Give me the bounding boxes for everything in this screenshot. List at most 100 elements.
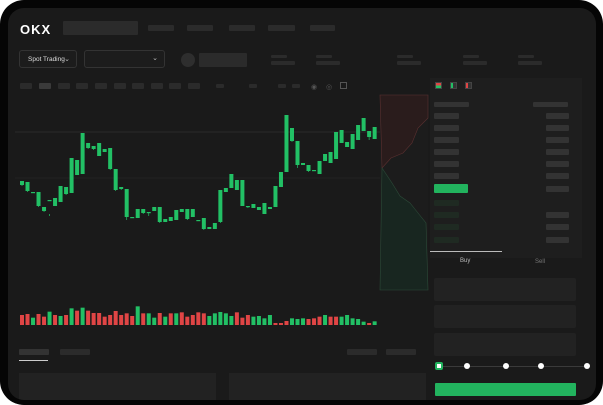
timeframe-button[interactable] xyxy=(58,83,70,89)
slider-stop-50[interactable] xyxy=(503,363,509,369)
timeframe-button[interactable] xyxy=(114,83,126,89)
candle-body xyxy=(229,174,234,188)
volume-bar xyxy=(284,321,289,325)
settings-icon[interactable]: ◎ xyxy=(326,84,333,91)
candle-body xyxy=(306,165,311,171)
candle-body xyxy=(179,209,184,212)
volume-bar xyxy=(119,315,124,325)
candle-body xyxy=(124,189,129,217)
drawing-tool-button[interactable] xyxy=(278,84,286,88)
candle-body xyxy=(201,218,206,229)
candle-body xyxy=(312,170,317,172)
timeframe-button[interactable] xyxy=(169,83,181,89)
candle-body xyxy=(234,180,239,190)
amount-slider[interactable] xyxy=(439,366,588,367)
buy-button[interactable] xyxy=(435,383,576,396)
candle-body xyxy=(174,210,179,220)
timeframe-button[interactable] xyxy=(39,83,51,89)
volume-bar xyxy=(196,312,201,325)
candle-body xyxy=(58,186,63,202)
timeframe-button[interactable] xyxy=(95,83,107,89)
nav-item[interactable] xyxy=(229,25,255,31)
bid-price xyxy=(434,237,459,243)
timeframe-button[interactable] xyxy=(132,83,144,89)
order-book-bids-icon[interactable] xyxy=(450,82,457,89)
volume-bar xyxy=(163,316,168,325)
slider-stop-75[interactable] xyxy=(538,363,544,369)
order-book-asks-icon[interactable] xyxy=(465,82,472,89)
candlestick-chart[interactable] xyxy=(8,8,596,400)
nav-item[interactable] xyxy=(268,25,295,31)
timeframe-button[interactable] xyxy=(76,83,88,89)
volume-bar xyxy=(256,316,261,325)
volume-bar xyxy=(146,313,151,325)
candle-body xyxy=(240,180,245,206)
candle-body xyxy=(152,207,157,211)
market-type-dropdown[interactable]: Spot Trading ⌄ xyxy=(19,50,77,68)
volume-bar xyxy=(86,310,91,325)
total-input[interactable] xyxy=(434,333,576,356)
volume-bar xyxy=(47,311,52,325)
filter-button[interactable] xyxy=(386,349,416,355)
nav-item[interactable] xyxy=(187,25,213,31)
fullscreen-icon[interactable] xyxy=(340,82,347,89)
okx-logo[interactable]: OKX xyxy=(20,22,52,37)
drawing-tool-button[interactable] xyxy=(249,84,257,88)
pair-dropdown[interactable]: ⌄ xyxy=(84,50,165,68)
candle-body xyxy=(367,131,372,137)
candle-body xyxy=(141,209,146,213)
app-screen: OKX Spot Trading ⌄ ⌄ ◉ ◎ Buy Sell xyxy=(8,8,596,400)
volume-bar xyxy=(218,312,223,325)
timeframe-button[interactable] xyxy=(151,83,163,89)
price-input[interactable] xyxy=(434,278,576,301)
volume-bar xyxy=(130,316,135,325)
price-display xyxy=(199,53,247,67)
volume-bar xyxy=(212,313,217,325)
timeframe-button[interactable] xyxy=(20,83,32,89)
amount-input[interactable] xyxy=(434,305,576,328)
tab-sell[interactable]: Sell xyxy=(535,259,546,265)
slider-stop-25[interactable] xyxy=(464,363,470,369)
candle-body xyxy=(278,172,283,187)
candle-body xyxy=(256,207,261,210)
ask-price xyxy=(434,113,459,119)
drawing-tool-button[interactable] xyxy=(292,84,300,88)
volume-bar xyxy=(20,315,24,325)
volume-bar xyxy=(372,321,377,325)
bottom-panel-left xyxy=(19,373,216,400)
slider-stop-100[interactable] xyxy=(584,363,590,369)
candle-body xyxy=(20,181,24,185)
search-bar[interactable] xyxy=(63,21,138,35)
tab-order-history[interactable] xyxy=(60,349,90,355)
volume-bar xyxy=(240,317,245,325)
nav-item[interactable] xyxy=(310,25,335,31)
volume-bar xyxy=(223,313,228,325)
candle-body xyxy=(328,152,333,163)
nav-item[interactable] xyxy=(148,25,174,31)
candle-body xyxy=(108,148,113,169)
filter-button[interactable] xyxy=(347,349,377,355)
camera-icon[interactable]: ◉ xyxy=(311,84,318,91)
candle-body xyxy=(190,209,195,217)
order-book-both-icon[interactable] xyxy=(435,82,442,89)
drawing-tool-button[interactable] xyxy=(216,84,224,88)
volume-bar xyxy=(251,316,256,325)
volume-bar xyxy=(334,316,339,325)
candle-body xyxy=(185,209,190,219)
candle-body xyxy=(31,192,36,194)
candle-body xyxy=(146,212,151,214)
tab-open-orders[interactable] xyxy=(19,349,49,355)
candle-body xyxy=(356,125,361,140)
timeframe-button[interactable] xyxy=(188,83,200,89)
tab-buy[interactable]: Buy xyxy=(460,258,471,264)
volume-bar xyxy=(80,307,85,325)
chevron-down-icon: ⌄ xyxy=(64,56,70,63)
stat-label xyxy=(271,55,287,58)
bid-price xyxy=(434,212,459,218)
volume-bar xyxy=(367,323,372,325)
slider-handle[interactable] xyxy=(435,362,443,370)
volume-bar xyxy=(289,318,294,325)
candle-body xyxy=(135,209,140,218)
bottom-panel-right xyxy=(229,373,426,400)
volume-bar xyxy=(53,315,58,325)
